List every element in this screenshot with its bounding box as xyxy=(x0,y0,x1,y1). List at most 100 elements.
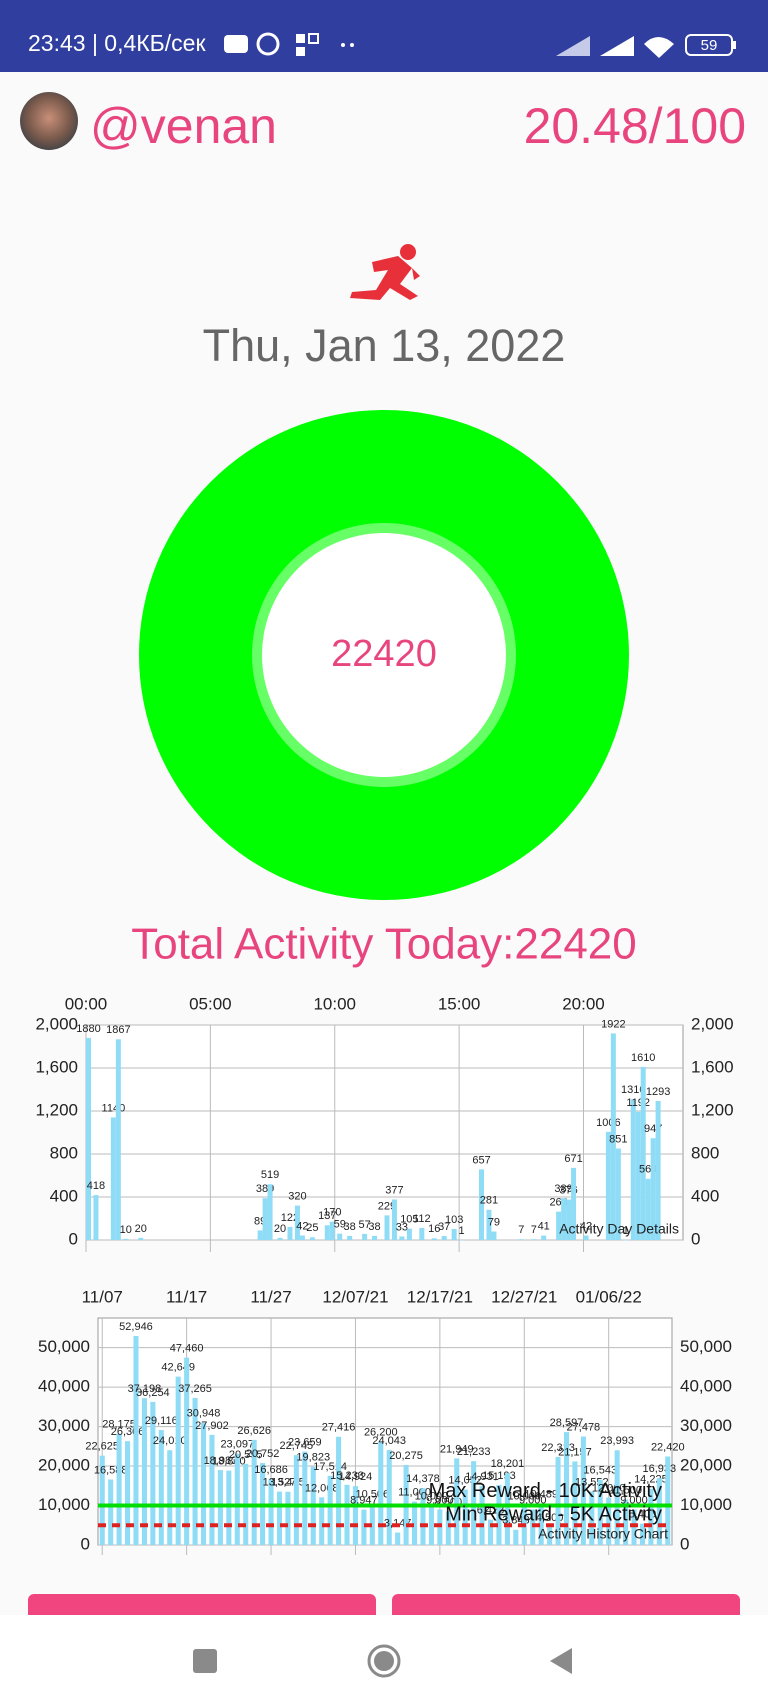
data-label: 37 xyxy=(438,1221,450,1233)
data-label: 24,043 xyxy=(372,1435,406,1447)
status-icon xyxy=(296,34,305,43)
username: @venan xyxy=(90,98,277,154)
data-label: 1310 xyxy=(621,1084,645,1096)
data-label: 37,198 xyxy=(128,1383,162,1395)
x-tick-label: 05:00 xyxy=(189,994,232,1013)
data-label: 105 xyxy=(400,1214,418,1226)
ring-center xyxy=(262,533,506,777)
bar xyxy=(605,1131,611,1240)
bar xyxy=(665,1456,671,1545)
y-tick-label: 30,000 xyxy=(38,1416,90,1435)
x-tick-label: 12/07/21 xyxy=(322,1287,388,1306)
bar xyxy=(630,1099,636,1240)
y2-tick-label: 20,000 xyxy=(680,1456,732,1475)
data-label: 1867 xyxy=(106,1024,130,1036)
y2-tick-label: 0 xyxy=(680,1534,689,1553)
data-label: 57 xyxy=(358,1219,370,1231)
data-label: 1 xyxy=(459,1225,465,1237)
data-label: 28,175 xyxy=(102,1419,136,1431)
data-label: 16,933 xyxy=(643,1463,677,1475)
bar xyxy=(329,1221,335,1240)
bar xyxy=(391,1199,397,1240)
bar xyxy=(541,1235,547,1240)
data-label: 10,489 xyxy=(524,1488,558,1500)
data-label: 22,420 xyxy=(651,1441,685,1453)
bar xyxy=(496,1485,502,1545)
bar xyxy=(209,1434,215,1545)
data-label: 26,626 xyxy=(237,1425,271,1437)
data-label: 10,000 xyxy=(507,1490,541,1502)
date: Thu, Jan 13, 2022 xyxy=(203,320,566,371)
data-label: 14,378 xyxy=(406,1473,440,1485)
data-label: 1140 xyxy=(102,1102,126,1114)
bar xyxy=(406,1228,412,1240)
data-label: 1293 xyxy=(646,1086,670,1098)
data-label: 23,659 xyxy=(288,1437,322,1449)
y-tick-label: 50,000 xyxy=(38,1337,90,1356)
data-label: 18,201 xyxy=(491,1458,525,1470)
bar xyxy=(655,1101,661,1240)
bar xyxy=(141,1398,147,1545)
data-label: 26,200 xyxy=(364,1426,398,1438)
data-label: 21,949 xyxy=(440,1443,474,1455)
bar xyxy=(504,1473,510,1545)
bar xyxy=(563,1432,570,1545)
bar xyxy=(538,1503,544,1545)
data-label: 27,902 xyxy=(195,1420,229,1432)
bar xyxy=(85,1037,91,1240)
data-label: 79 xyxy=(488,1216,500,1228)
bar xyxy=(158,1430,164,1545)
bar xyxy=(459,1239,465,1241)
data-label: 851 xyxy=(609,1133,627,1145)
bar xyxy=(384,1215,390,1240)
data-label: 16,686 xyxy=(254,1464,288,1476)
bar xyxy=(656,1478,662,1545)
data-label: 1880 xyxy=(76,1023,100,1035)
bar xyxy=(184,1357,190,1545)
bar xyxy=(337,1233,343,1240)
y-tick-label: 20,000 xyxy=(38,1456,90,1475)
wifi-icon xyxy=(644,37,674,58)
x-tick-label: 11/27 xyxy=(250,1287,291,1306)
bar xyxy=(125,1441,131,1545)
bar xyxy=(386,1450,392,1545)
data-label: 22,745 xyxy=(280,1440,314,1452)
data-label: 41 xyxy=(538,1220,550,1232)
x-tick-label: 01/06/22 xyxy=(576,1287,642,1306)
bar xyxy=(226,1470,232,1545)
nav-recents[interactable] xyxy=(193,1649,217,1673)
bar xyxy=(217,1470,223,1545)
y-tick-label: 1,600 xyxy=(35,1057,78,1076)
data-label: 657 xyxy=(472,1154,490,1166)
data-label: 14,931 xyxy=(465,1471,499,1483)
bar xyxy=(110,1117,116,1240)
data-label: 9,000 xyxy=(620,1494,648,1506)
data-label: 7 xyxy=(531,1224,537,1236)
data-label: 519 xyxy=(261,1169,279,1181)
bar xyxy=(299,1235,305,1240)
bar xyxy=(324,1225,330,1240)
bar xyxy=(597,1479,603,1545)
data-label: 16 xyxy=(428,1223,440,1235)
bar xyxy=(614,1450,620,1545)
data-label: 42 xyxy=(296,1220,308,1232)
avatar[interactable] xyxy=(20,92,78,150)
x-tick-label: 11/17 xyxy=(166,1287,207,1306)
reference-label: Min Reward - 5K Activity xyxy=(445,1504,662,1526)
data-label: 229 xyxy=(378,1200,396,1212)
data-label: 16,588 xyxy=(94,1464,128,1476)
y2-tick-label: 50,000 xyxy=(680,1337,732,1356)
data-label: 18,983 xyxy=(204,1455,238,1467)
y2-tick-label: 2,000 xyxy=(691,1014,734,1033)
y-tick-label: 10,000 xyxy=(38,1495,90,1514)
y2-tick-label: 400 xyxy=(691,1186,719,1205)
y2-tick-label: 1,600 xyxy=(691,1057,734,1076)
bar xyxy=(428,1505,434,1545)
data-label: 10,506 xyxy=(356,1488,390,1500)
bar xyxy=(175,1376,181,1545)
nav-home[interactable] xyxy=(367,1644,401,1678)
data-label: 389 xyxy=(554,1183,572,1195)
bar xyxy=(319,1497,325,1545)
data-label: 42,649 xyxy=(161,1362,195,1374)
nav-back[interactable] xyxy=(550,1648,572,1674)
